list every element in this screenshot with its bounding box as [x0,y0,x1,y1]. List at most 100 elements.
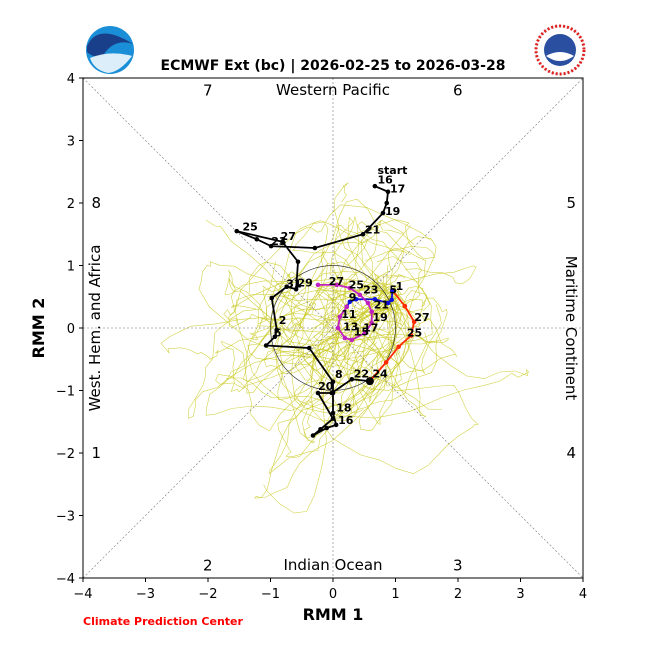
observed-point [385,189,391,195]
y-axis-label: RMM 2 [29,298,48,359]
forecast-week3-4-point [347,285,353,291]
date-label: 1 [396,280,404,293]
date-label: 19 [373,311,388,324]
phase-label-2: 2 [203,557,213,575]
ensemble-member-line [353,289,407,425]
ensemble-member-line [198,261,401,358]
date-label: 20 [318,380,334,393]
forecast-week3-4-point [335,325,341,331]
forecast-week2-point [385,300,391,306]
forecast-week3-4-point [369,320,375,326]
x-tick-label: −2 [198,587,217,602]
date-label: 25 [243,220,258,233]
y-tick-label: −4 [56,572,75,587]
x-tick-label: 3 [516,587,524,602]
phase-label-3: 3 [453,557,463,575]
ensemble-member-line [316,221,431,321]
forecast-week3-4-point [342,335,348,341]
date-label: 11 [341,308,356,321]
date-label: 5 [389,284,397,297]
region-bottom: Indian Ocean [283,556,382,574]
observed-point [295,259,301,265]
x-tick-label: −4 [73,587,92,602]
date-label: 24 [373,367,389,380]
ensemble-member-line [249,271,400,341]
date-label: 31 [286,277,301,290]
y-tick-label: 2 [67,197,75,212]
x-tick-label: 4 [579,587,587,602]
y-tick-label: 1 [67,260,75,275]
observed-point [274,327,280,333]
forecast-week1-point [396,344,401,350]
credit-text: Climate Prediction Center [83,615,243,628]
x-tick-label: 0 [329,587,337,602]
date-label: 27 [414,311,429,324]
y-tick-label: 3 [67,135,75,150]
observed-point [254,236,260,242]
ensemble-member-line [347,298,458,417]
date-label: 22 [354,367,369,380]
noaa-logo [86,26,134,74]
date-label: 25 [349,279,364,292]
ensemble-member-line [318,287,427,418]
observed-point [272,334,278,340]
date-label: 19 [385,205,400,218]
observed-point [372,183,378,189]
region-left: West. Hem. and Africa [86,245,104,412]
date-label: 2 [279,314,287,327]
phase-label-8: 8 [92,194,102,212]
observed-line [236,185,389,437]
ensemble-member-line [247,219,405,360]
ensemble-member-line [333,182,399,432]
forecast-week3-4-point [357,292,363,298]
chart-title: ECMWF Ext (bc) | 2026-02-25 to 2026-03-2… [161,58,506,74]
series-group [234,183,417,438]
y-tick-label: 4 [67,72,75,87]
date-label: 27 [329,275,344,288]
ensemble-member-line [310,278,397,371]
date-label: 18 [336,402,351,415]
ensemble-member-line [331,216,389,294]
date-label: 27 [281,230,296,243]
observed-point [280,239,285,245]
forecast-week3-4-point [315,282,321,288]
forecast-week3-4-point [344,304,350,310]
observed-point [306,345,312,351]
x-axis-label: RMM 1 [303,605,364,624]
forecast-week1-point [402,303,408,309]
ensemble-member-line [242,236,437,411]
observed-point [284,284,290,290]
forecast-week2-point [390,288,395,293]
observed-point [333,422,339,428]
observed-point [263,343,269,348]
date-label: 23 [271,235,286,248]
date-label: start [378,164,408,177]
phase-label-6: 6 [453,82,463,100]
phase-label-4: 4 [567,444,577,462]
date-label: 6 [274,327,282,340]
observed-point [268,243,274,249]
phase-label-7: 7 [203,82,213,100]
observed-point [234,228,240,234]
observed-point [330,416,336,421]
observed-point [293,286,299,292]
observed-point [318,426,323,432]
y-tick-label: −2 [56,447,75,462]
ensemble-member-line [291,204,431,320]
x-tick-label: 1 [391,587,399,602]
ensemble-member-line [258,271,380,325]
observed-point [360,231,366,237]
observed-point [324,425,330,431]
forecast-week3-4-point [334,282,340,288]
forecast-week1-point [411,319,417,325]
observed-point [269,295,275,301]
date-label: 25 [407,327,422,340]
observed-end-marker [365,377,374,386]
phase-label-5: 5 [567,194,577,212]
nws-logo [534,24,586,76]
date-label: 17 [363,322,378,335]
forecast-week3-4-point [349,337,355,343]
ensemble-member-line [320,263,421,334]
